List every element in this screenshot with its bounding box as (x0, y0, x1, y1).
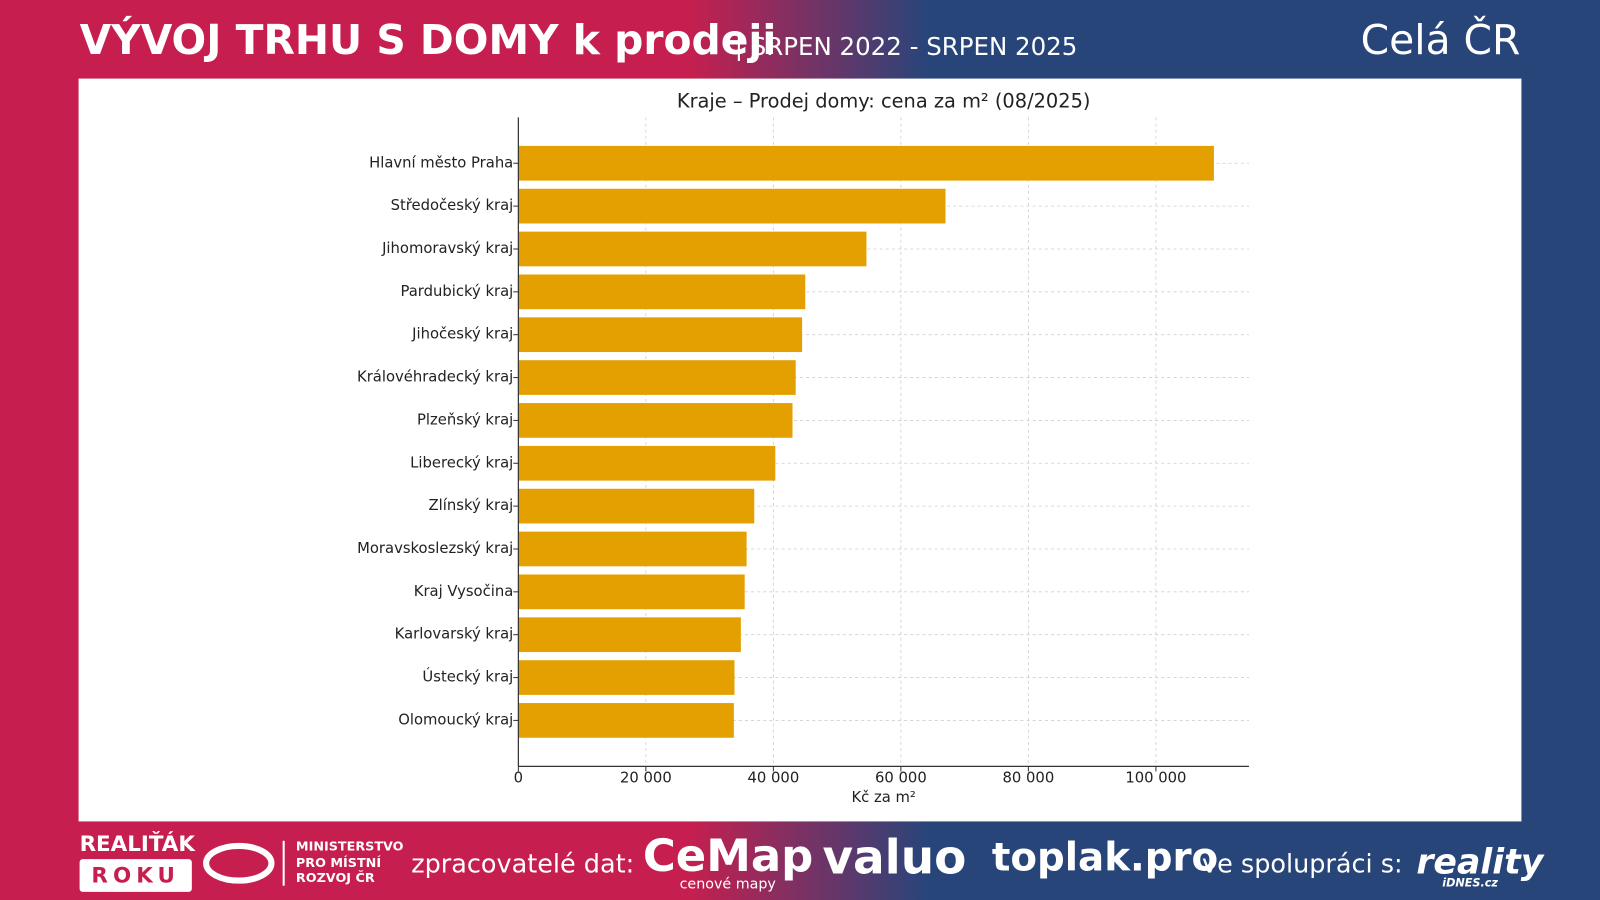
cooperation-label: ve spolupráci s: (1202, 849, 1403, 879)
bar (518, 360, 796, 395)
ministry-line: MINISTERSTVO (296, 839, 404, 854)
page-title: VÝVOJ TRHU S DOMY k prodeji (80, 15, 777, 64)
x-axis-label: Kč za m² (851, 789, 915, 806)
bar (518, 317, 803, 353)
footer: REALIŤÁK ROKU MINISTERSTVO PRO MÍSTNÍ RO… (79, 829, 1545, 893)
bar (518, 617, 741, 653)
bar (518, 188, 946, 224)
region: Celá ČR (1361, 16, 1521, 64)
y-tick-label: Kraj Vysočina (414, 583, 514, 600)
y-tick-label: Hlavní město Praha (369, 154, 513, 171)
x-tick-label: 0 (514, 770, 523, 787)
toplak-logo: toplak.pro (992, 836, 1218, 881)
bar (518, 660, 735, 695)
x-tick-label: 60 000 (875, 770, 927, 787)
y-tick-label: Jihomoravský kraj (381, 240, 513, 257)
bar (518, 574, 745, 610)
ministry-line: ROZVOJ ČR (296, 870, 375, 886)
y-tick-label: Plzeňský kraj (417, 411, 513, 428)
y-tick-label: Karlovarský kraj (395, 626, 514, 643)
y-tick-label: Ústecký kraj (422, 668, 513, 686)
award-box (79, 859, 192, 892)
cemap-subtitle: cenové mapy (680, 877, 777, 893)
bar (518, 531, 747, 567)
x-tick-label: 80 000 (1003, 770, 1055, 787)
bar (518, 403, 793, 438)
valuo-logo: valuo (822, 831, 966, 886)
bar (518, 488, 755, 524)
bar (518, 145, 1214, 181)
page-subtitle: | SRPEN 2022 - SRPEN 2025 (735, 32, 1078, 61)
award-line1: REALIŤÁK (80, 831, 197, 857)
x-tick-label: 20 000 (620, 770, 672, 787)
y-tick-label: Královéhradecký kraj (357, 369, 513, 386)
bar (518, 445, 776, 481)
y-tick-label: Pardubický kraj (400, 283, 513, 300)
processors-label: zpracovatelé dat: (411, 849, 634, 879)
ministry-logo (203, 842, 275, 884)
bar (518, 274, 806, 310)
x-tick-label: 100 000 (1125, 770, 1186, 787)
cemap-logo: CeMap (643, 829, 813, 882)
bar (518, 703, 734, 738)
bar (518, 231, 867, 267)
y-tick-label: Jihočeský kraj (411, 326, 513, 343)
y-tick-label: Olomoucký kraj (398, 711, 513, 728)
award-line2: ROKU (91, 864, 180, 889)
chart: Kraje – Prodej domy: cena za m² (08/2025… (357, 90, 1249, 806)
y-tick-label: Liberecký kraj (410, 454, 513, 471)
y-tick-label: Moravskoslezský kraj (357, 540, 513, 557)
y-tick-label: Středočeský kraj (391, 197, 514, 214)
y-tick-label: Zlínský kraj (429, 497, 514, 514)
ministry-line: PRO MÍSTNÍ (296, 855, 381, 871)
reality-subtitle: iDNES.cz (1442, 877, 1498, 890)
x-tick-label: 40 000 (748, 770, 800, 787)
reality-logo: reality (1416, 842, 1544, 882)
chart-title: Kraje – Prodej domy: cena za m² (08/2025… (677, 90, 1091, 113)
